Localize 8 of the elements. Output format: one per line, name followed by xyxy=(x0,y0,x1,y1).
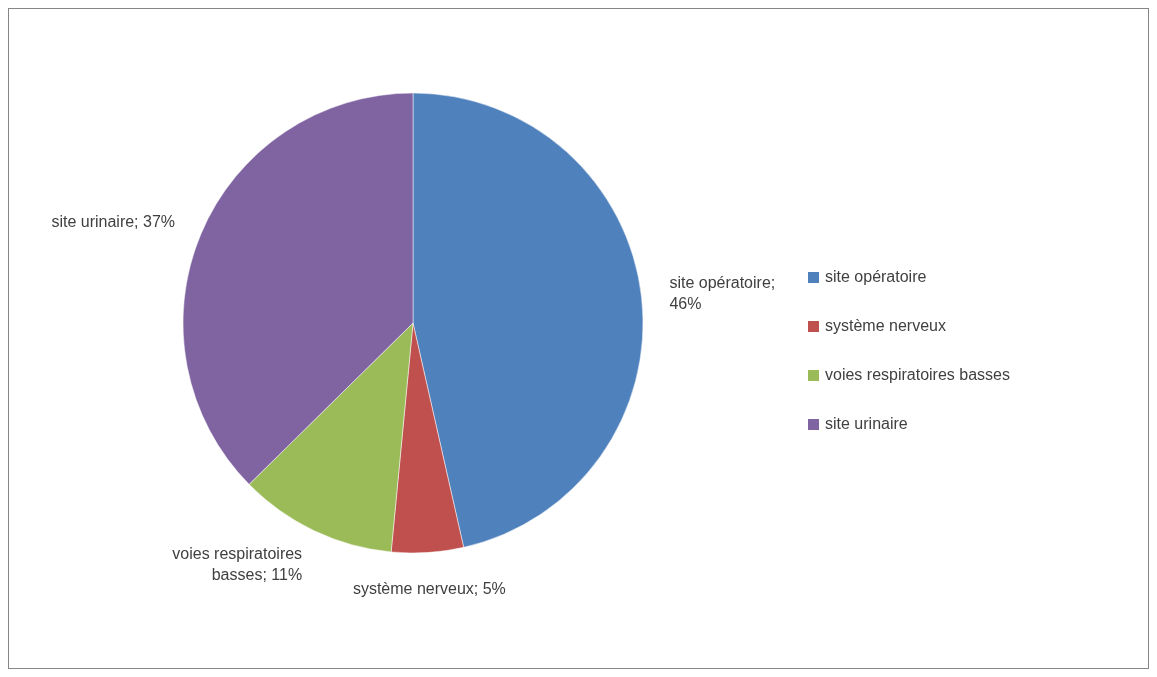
data-label: site urinaire; 37% xyxy=(51,213,176,231)
legend-label: site opératoire xyxy=(825,268,927,286)
legend-label: système nerveux xyxy=(825,317,946,335)
legend-label: voies respiratoires basses xyxy=(825,366,1010,384)
data-label: site opératoire; 46% xyxy=(669,274,776,313)
data-label: système nerveux; 5% xyxy=(352,580,506,598)
data-label: voies respiratoires basses; 11% xyxy=(172,545,303,584)
legend-label: site urinaire xyxy=(825,415,908,433)
